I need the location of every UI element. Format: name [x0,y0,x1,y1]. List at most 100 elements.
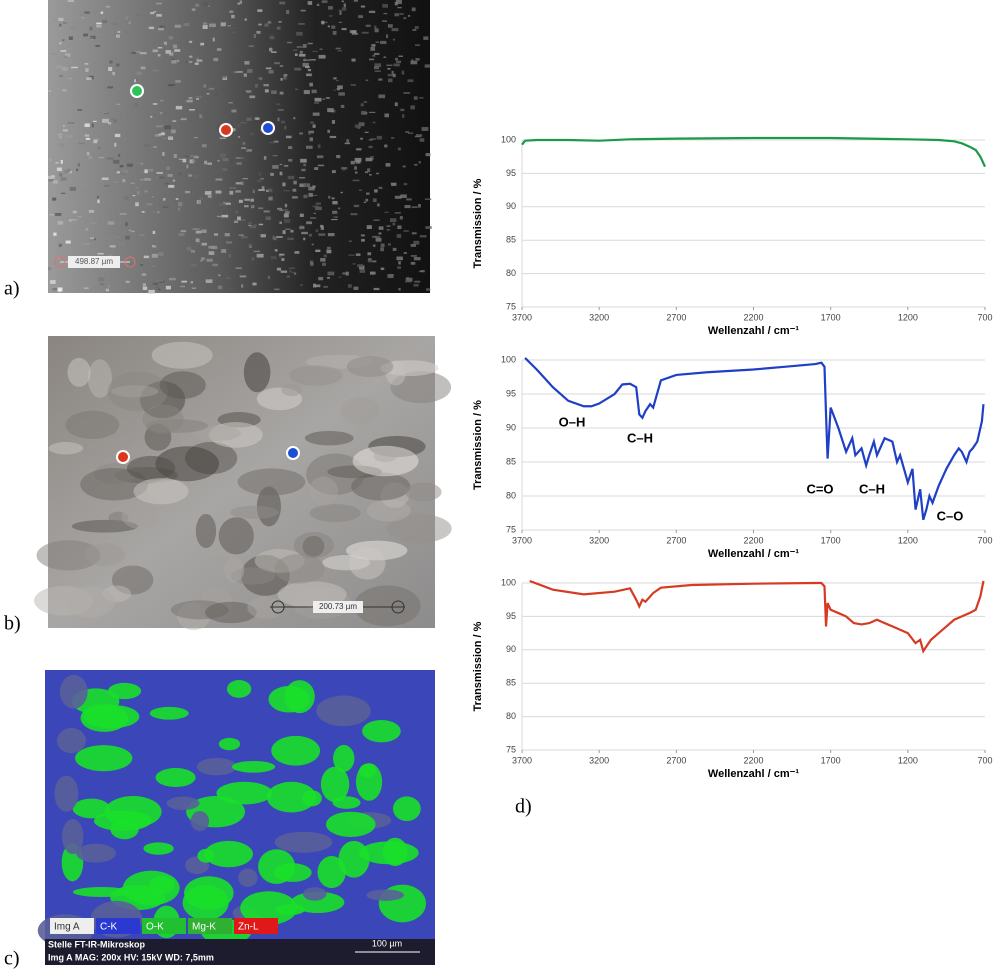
texture [358,15,363,19]
texture [227,25,231,27]
footer-info: Img A MAG: 200x HV: 15kV WD: 7,5mm [48,952,214,962]
texture [293,532,334,558]
texture [286,275,291,278]
x-tick-label: 2200 [743,312,763,322]
texture [49,1,53,4]
texture [348,240,352,242]
texture [265,216,271,221]
texture [321,0,328,3]
x-tick-label: 3200 [589,535,609,545]
texture [148,26,155,30]
texture [52,180,58,184]
texture [320,258,326,262]
texture [352,30,357,34]
texture [411,59,414,62]
texture [154,134,162,137]
texture [189,159,194,164]
texture [209,31,216,35]
texture [245,90,252,93]
texture [229,187,237,189]
texture [421,127,429,131]
texture [414,163,418,166]
texture [250,198,254,202]
texture [374,63,382,68]
x-tick-label: 700 [977,755,992,765]
texture [105,5,111,8]
texture [155,284,159,289]
texture [115,236,119,238]
texture [423,36,429,40]
texture [303,183,311,188]
texture [303,194,308,199]
texture [303,90,310,95]
texture [89,26,93,31]
texture [55,162,59,164]
texture [222,157,229,162]
texture [394,195,402,199]
texture [260,178,264,180]
texture [415,134,423,137]
texture [98,277,105,282]
texture [252,189,255,194]
texture [361,112,365,114]
texture [108,254,113,257]
y-tick-label: 75 [506,524,516,534]
texture [207,5,210,7]
texture [236,70,243,73]
texture [64,53,71,57]
texture [55,65,63,69]
texture [231,31,235,34]
texture [228,254,231,258]
texture [400,194,407,198]
texture [273,140,279,143]
texture [121,503,159,529]
texture [188,61,193,63]
texture [128,229,132,232]
texture [411,206,418,208]
texture [178,233,185,236]
texture [141,211,146,213]
texture [394,102,398,107]
y-tick-label: 85 [506,456,516,466]
texture [84,123,90,127]
texture [396,234,402,238]
texture [269,35,275,40]
texture [392,38,396,41]
texture [62,89,67,92]
texture [266,781,317,813]
texture [251,205,255,209]
texture [241,147,247,150]
texture [185,190,191,194]
texture [354,171,358,174]
texture [183,22,190,27]
texture [221,214,229,218]
texture [36,540,101,571]
texture [392,73,396,78]
texture [196,758,237,776]
texture [141,229,145,233]
texture [195,513,217,549]
texture [57,133,63,136]
texture [241,284,244,288]
texture [238,199,243,203]
texture [169,52,174,56]
texture [130,230,135,233]
texture [150,115,153,118]
texture [233,71,238,73]
texture [235,210,238,214]
texture [93,120,97,122]
texture [159,371,206,399]
texture [238,234,244,236]
texture [386,225,391,227]
texture [84,134,90,137]
texture [257,207,264,210]
texture [375,172,380,175]
texture [105,288,110,292]
texture [72,798,111,819]
texture [393,63,400,67]
texture [204,206,212,208]
legend-swatch [188,918,232,934]
texture [205,601,257,624]
texture [348,546,386,580]
texture [256,30,261,34]
